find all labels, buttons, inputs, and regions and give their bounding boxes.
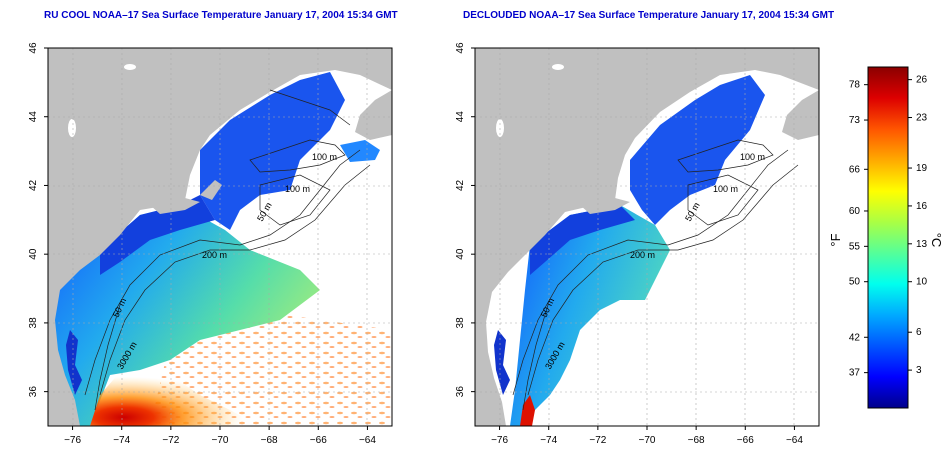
fahrenheit-tick-label: 66 [849, 164, 861, 175]
y-tick-label: 38 [28, 317, 39, 329]
chesapeake-bay [494, 330, 510, 395]
bathymetry-contours [84, 89, 371, 411]
fahrenheit-tick-label: 73 [849, 115, 861, 126]
celsius-tick-label: 16 [916, 201, 928, 212]
right-panel-title: DECLOUDED NOAA–17 Sea Surface Temperatur… [463, 10, 835, 21]
x-tick-label: −68 [688, 435, 705, 446]
inland-lake [124, 64, 136, 70]
celsius-tick-label: 26 [916, 75, 928, 86]
x-tick-label: −66 [310, 435, 327, 446]
celsius-tick-label: 19 [916, 163, 928, 174]
contour-label: 200 m [630, 250, 655, 260]
land-mainland [475, 48, 819, 426]
fahrenheit-tick-label: 37 [849, 368, 861, 379]
colorbar-ticks: 78 73 66 60 55 50 42 37 26 23 19 16 13 10 6 3 [849, 75, 928, 379]
x-tick-label: −70 [639, 435, 656, 446]
lat-lon-grid [475, 48, 819, 426]
x-tick-label: −66 [737, 435, 754, 446]
y-tick-label: 36 [28, 386, 39, 398]
x-tick-label: −76 [64, 435, 81, 446]
contour-label: 100 m [312, 152, 337, 162]
y-tick-label: 36 [455, 386, 466, 398]
x-tick-label: −64 [786, 435, 803, 446]
fahrenheit-tick-label: 60 [849, 206, 861, 217]
land-mainland [48, 48, 392, 426]
x-tick-label: −68 [261, 435, 278, 446]
y-tick-label: 44 [455, 111, 466, 123]
fahrenheit-tick-label: 50 [849, 277, 861, 288]
celsius-tick-label: 6 [916, 327, 922, 338]
left-map-axes: −76 −74 −72 −70 −68 −66 −64 36 38 40 42 44 46 [28, 42, 376, 446]
x-tick-label: −70 [212, 435, 229, 446]
inland-lake [552, 64, 564, 70]
land-long-island [150, 198, 200, 214]
x-tick-label: −72 [589, 435, 606, 446]
gulf-of-maine-water [200, 72, 345, 230]
land-long-island [580, 198, 630, 214]
fahrenheit-tick-label: 55 [849, 241, 861, 252]
left-sst-map: 100 m 100 m 50 m 200 m 50 m 3000 m −76 −7… [28, 42, 393, 446]
y-tick-label: 40 [28, 248, 39, 260]
x-tick-label: −72 [162, 435, 179, 446]
celsius-tick-label: 3 [916, 365, 922, 376]
right-sst-map: 100 m 100 m 50 m 200 m 50 m 3000 m −76 −7… [455, 42, 820, 446]
x-tick-label: −76 [491, 435, 508, 446]
fahrenheit-tick-label: 78 [849, 80, 861, 91]
right-map-body [475, 48, 819, 426]
colorbar-fill [867, 66, 909, 409]
lat-lon-grid [48, 48, 392, 426]
y-tick-label: 42 [28, 179, 39, 191]
contour-label: 100 m [285, 184, 310, 194]
y-tick-label: 46 [455, 42, 466, 54]
x-tick-label: −74 [540, 435, 557, 446]
y-tick-label: 38 [455, 317, 466, 329]
y-tick-label: 44 [28, 111, 39, 123]
inland-lake [68, 119, 76, 137]
coastal-cold-band [100, 195, 215, 275]
y-tick-label: 46 [28, 42, 39, 54]
contour-label: 100 m [740, 152, 765, 162]
celsius-tick-label: 13 [916, 239, 928, 250]
contour-label: 200 m [202, 250, 227, 260]
celsius-tick-label: 23 [916, 113, 928, 124]
gulf-stream-warm [90, 368, 260, 426]
land-nova-scotia [782, 90, 819, 140]
fahrenheit-tick-label: 42 [849, 332, 861, 343]
land-nova-scotia [355, 90, 392, 140]
celsius-unit: °C [929, 233, 944, 248]
gulf-of-maine-water [630, 75, 765, 225]
x-tick-label: −64 [359, 435, 376, 446]
y-tick-label: 42 [455, 179, 466, 191]
celsius-tick-label: 10 [916, 277, 928, 288]
left-map-body [48, 48, 392, 426]
gulf-stream-warm [520, 395, 535, 426]
fahrenheit-unit: °F [828, 233, 843, 246]
shelf-water [510, 205, 670, 426]
right-map-axes: −76 −74 −72 −70 −68 −66 −64 36 38 40 42 44 46 [455, 42, 803, 446]
chesapeake-bay [66, 330, 82, 395]
nantucket-shoals-water [340, 140, 380, 162]
x-tick-label: −74 [113, 435, 130, 446]
y-tick-label: 40 [455, 248, 466, 260]
left-panel-title: RU COOL NOAA–17 Sea Surface Temperature … [44, 10, 398, 21]
temperature-colorbar: 78 73 66 60 55 50 42 37 26 23 19 16 13 10 6 3 °F °C [828, 66, 944, 409]
coastal-cold-band [530, 205, 635, 275]
contour-label: 100 m [713, 184, 738, 194]
land-cape-cod [200, 180, 222, 200]
